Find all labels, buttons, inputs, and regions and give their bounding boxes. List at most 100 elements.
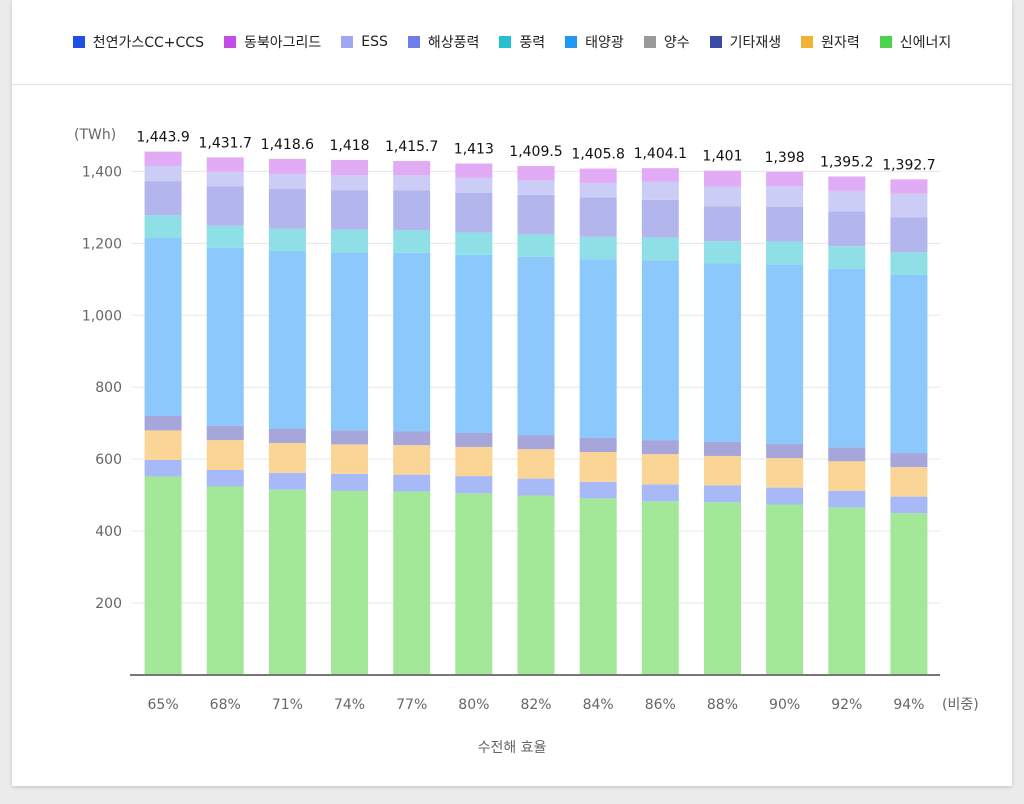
bar-segment-2 <box>268 472 306 490</box>
bar-segment-3 <box>268 442 306 473</box>
bar-segment-3 <box>703 455 741 486</box>
bar-segment-1 <box>766 504 804 675</box>
legend-label: 신에너지 <box>899 35 952 51</box>
bar-segment-7 <box>517 194 555 235</box>
bar-segment-1 <box>517 495 555 675</box>
legend-item[interactable]: 기타재생 <box>709 32 781 52</box>
bar-total-label: 1,392.7 <box>882 157 935 173</box>
bar-segment-9 <box>579 168 617 183</box>
bar-segment-5 <box>703 263 741 442</box>
legend-item[interactable]: ESS <box>341 34 388 50</box>
bar-segment-4 <box>517 435 555 450</box>
x-tick-label: 71% <box>272 697 303 713</box>
bar-segment-2 <box>890 496 928 514</box>
x-suffix-label: (비중) <box>942 697 979 713</box>
bar-segment-7 <box>579 197 617 237</box>
bar-segment-1 <box>703 502 741 675</box>
legend-item[interactable]: 풍력 <box>499 32 545 52</box>
bar-segment-3 <box>766 458 804 488</box>
bar-total-label: 1,395.2 <box>820 154 873 170</box>
bar-segment-4 <box>890 453 928 468</box>
x-tick-label: 90% <box>769 697 800 713</box>
bar-segment-1 <box>828 507 866 675</box>
bar-segment-9 <box>268 158 306 174</box>
bar-segment-8 <box>641 181 679 200</box>
bar-segment-7 <box>268 189 306 229</box>
bar-segment-2 <box>766 487 804 505</box>
legend-item[interactable]: 신에너지 <box>879 32 952 52</box>
bar-segment-8 <box>331 175 369 191</box>
bar-segment-4 <box>579 437 617 452</box>
bar-segment-5 <box>828 268 866 448</box>
bar-segment-3 <box>828 461 866 491</box>
bar-total-label: 1,443.9 <box>136 130 189 146</box>
bar-segment-1 <box>206 486 244 675</box>
x-tick-label: 77% <box>396 697 427 713</box>
bar-segment-4 <box>268 428 306 443</box>
bar-segment-1 <box>393 491 431 675</box>
legend-item[interactable]: 양수 <box>643 32 690 52</box>
bar-total-label: 1,409.5 <box>509 144 562 160</box>
y-tick-label: 1,200 <box>82 236 122 252</box>
bar-segment-8 <box>890 193 928 218</box>
bar-segment-7 <box>828 211 866 247</box>
y-tick-label: 400 <box>95 524 122 540</box>
bar-segment-7 <box>393 190 431 231</box>
bar-segment-4 <box>455 432 493 447</box>
bar-segment-7 <box>703 206 741 242</box>
bar-segment-5 <box>766 264 804 444</box>
bar-segment-4 <box>828 447 866 462</box>
bar-segment-1 <box>890 513 928 675</box>
bar-segment-8 <box>579 182 617 198</box>
bar-segment-7 <box>766 206 804 242</box>
bar-segment-1 <box>268 489 306 675</box>
x-tick-label: 88% <box>707 697 738 713</box>
legend-item[interactable]: 원자력 <box>801 32 860 52</box>
x-tick-label: 65% <box>148 697 179 713</box>
bar-segment-5 <box>455 254 493 433</box>
bar-segment-7 <box>890 217 928 253</box>
legend-swatch <box>879 36 892 48</box>
x-axis-title: 수전해 효율 <box>478 740 547 756</box>
bar-segment-8 <box>828 190 866 212</box>
bar-total-label: 1,398 <box>765 150 805 166</box>
bar-segment-9 <box>331 159 369 176</box>
bar-segment-5 <box>268 250 306 429</box>
legend-item[interactable]: 천연가스CC+CCS <box>72 32 204 52</box>
legend-label: 원자력 <box>821 35 860 51</box>
y-tick-label: 1,400 <box>82 164 122 180</box>
legend-label: 양수 <box>663 35 690 51</box>
legend-swatch <box>565 36 578 48</box>
legend-item[interactable]: 해상풍력 <box>407 32 480 52</box>
bar-segment-6 <box>890 252 928 276</box>
bar-segment-8 <box>393 175 431 191</box>
bar-segment-6 <box>641 237 679 261</box>
bar-segment-5 <box>641 260 679 441</box>
bar-segment-2 <box>455 476 493 494</box>
bar-segment-7 <box>206 186 244 226</box>
legend-item[interactable]: 태양광 <box>565 32 624 52</box>
bar-segment-3 <box>517 449 555 479</box>
bar-segment-2 <box>641 484 679 502</box>
x-tick-label: 92% <box>831 697 862 713</box>
legend-label: ESS <box>361 34 388 50</box>
bar-segment-4 <box>331 430 369 445</box>
legend-label: 태양광 <box>585 35 624 51</box>
bar-segment-3 <box>331 444 369 474</box>
bar-segment-9 <box>206 157 244 172</box>
bar-segment-9 <box>144 151 182 167</box>
bar-segment-2 <box>393 474 431 492</box>
legend-item[interactable]: 동북아그리드 <box>223 32 321 52</box>
bar-segment-5 <box>393 252 431 432</box>
bar-segment-1 <box>455 493 493 675</box>
x-tick-label: 74% <box>334 697 365 713</box>
x-tick-label: 86% <box>645 697 676 713</box>
legend-label: 해상풍력 <box>427 35 480 51</box>
legend-swatch <box>801 36 814 48</box>
chart-card: 천연가스CC+CCS 동북아그리드 ESS 해상풍력 풍력 태양광 양수 기타재생 원자력 신에너… <box>12 0 1012 786</box>
bar-segment-4 <box>393 431 431 446</box>
bar-total-label: 1,431.7 <box>199 135 252 151</box>
bar-segment-2 <box>331 473 369 491</box>
bar-segment-5 <box>331 252 369 431</box>
bar-total-label: 1,418.6 <box>261 137 315 153</box>
